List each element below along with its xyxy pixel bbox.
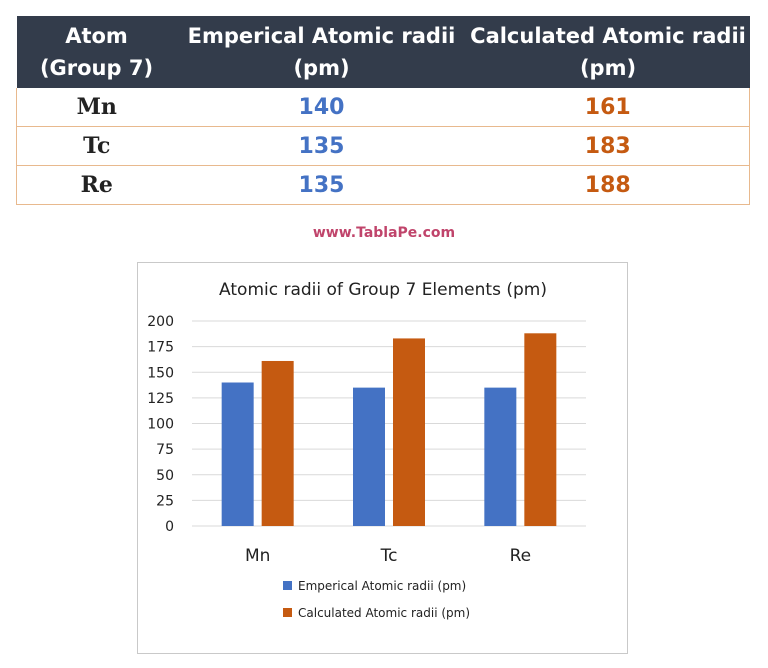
cell-emperical: 135: [176, 126, 467, 166]
legend-swatch: [283, 581, 292, 590]
website-watermark: www.TablaPe.com: [312, 225, 456, 241]
y-tick-label: 25: [156, 493, 174, 509]
header-calculated: Calculated Atomic radii (pm): [466, 16, 750, 88]
cell-calculated: 183: [466, 126, 750, 166]
header-emperical: Emperical Atomic radii (pm): [176, 16, 467, 88]
bar-emperical-tc: [353, 387, 385, 526]
x-category-label: Tc: [380, 546, 398, 566]
cell-calculated: 161: [466, 88, 750, 127]
radii-table: Atom (Group 7) Emperical Atomic radii (pm)…: [16, 16, 750, 205]
y-tick-label: 125: [147, 391, 174, 407]
y-tick-label: 50: [156, 468, 174, 484]
gridlines: [192, 320, 586, 527]
cell-atom: Mn: [16, 88, 177, 127]
x-category-label: Re: [510, 546, 532, 566]
legend-swatch: [283, 608, 292, 617]
header-atom: Atom (Group 7): [16, 16, 177, 88]
bars: [221, 333, 557, 526]
table-row: Mn 140 161: [16, 88, 750, 127]
y-tick-label: 100: [147, 417, 174, 433]
chart-title: Atomic radii of Group 7 Elements (pm): [219, 280, 547, 300]
cell-calculated: 188: [466, 165, 750, 205]
cell-atom: Re: [16, 165, 177, 205]
table-row: Tc 135 183: [16, 126, 750, 166]
bar-calculated-re: [524, 333, 557, 526]
bar-calculated-tc: [393, 338, 425, 526]
y-axis-ticks: 0 25 50 75 100 125 150 175 200: [147, 314, 174, 535]
bar-emperical-mn: [221, 382, 254, 526]
table-row: Re 135 188: [16, 165, 750, 205]
y-tick-label: 200: [147, 314, 174, 330]
legend-label: Emperical Atomic radii (pm): [298, 579, 466, 593]
x-axis-categories: Mn Tc Re: [245, 546, 531, 566]
legend: Emperical Atomic radii (pm) Calculated At…: [283, 579, 470, 620]
y-tick-label: 0: [165, 519, 174, 535]
y-tick-label: 75: [156, 442, 174, 458]
cell-emperical: 135: [176, 165, 467, 205]
legend-label: Calculated Atomic radii (pm): [298, 606, 470, 620]
y-tick-label: 150: [147, 365, 174, 381]
bar-chart: Atomic radii of Group 7 Elements (pm) 0 2…: [137, 262, 628, 654]
bar-calculated-mn: [261, 360, 294, 526]
cell-atom: Tc: [16, 126, 177, 166]
cell-emperical: 140: [176, 88, 467, 127]
x-category-label: Mn: [245, 546, 270, 566]
y-tick-label: 175: [147, 340, 174, 356]
chart-canvas: Atomic radii of Group 7 Elements (pm) 0 2…: [147, 280, 586, 620]
bar-emperical-re: [484, 387, 517, 526]
table-header-row: Atom (Group 7) Emperical Atomic radii (pm)…: [16, 16, 750, 88]
